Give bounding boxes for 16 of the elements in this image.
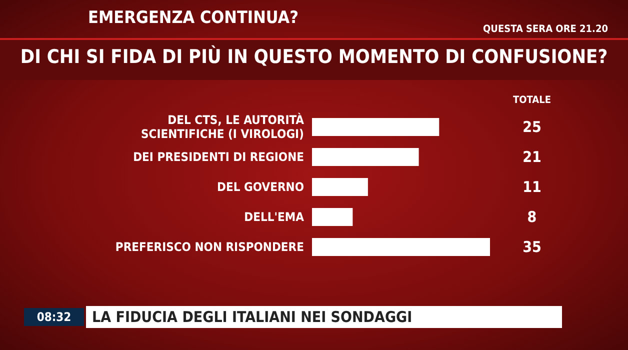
data-label: 25 [522, 118, 542, 136]
text: LA FIDUCIA DEGLI ITALIANI NEI SONDAGGI [86, 306, 562, 328]
chart-subtitle: EMERGENZA CONTINUA? [88, 8, 298, 28]
y-tick-label: DEL CTS, LE AUTORITÀ SCIENTIFICHE (I VIROLOGI) [141, 112, 305, 141]
y-tick-label: DELL'EMA [244, 210, 305, 224]
y-tick-label: DEI PRESIDENTI DI REGIONE [133, 150, 304, 164]
data-label: 21 [522, 148, 542, 166]
data-label: 8 [527, 208, 537, 226]
text: TOTALE [512, 95, 552, 106]
data-label: 11 [522, 178, 542, 196]
y-tick-label: DEL GOVERNO [217, 180, 304, 194]
y-tick-label: PREFERISCO NON RISPONDERE [115, 240, 304, 254]
text: 08:32 [24, 308, 84, 326]
data-label: 35 [522, 238, 542, 256]
chart-title: DI CHI SI FIDA DI PIÙ IN QUESTO MOMENTO DI CONFUSIONE? [19, 46, 609, 68]
text: QUESTA SERA ORE 21.20 [483, 24, 608, 35]
